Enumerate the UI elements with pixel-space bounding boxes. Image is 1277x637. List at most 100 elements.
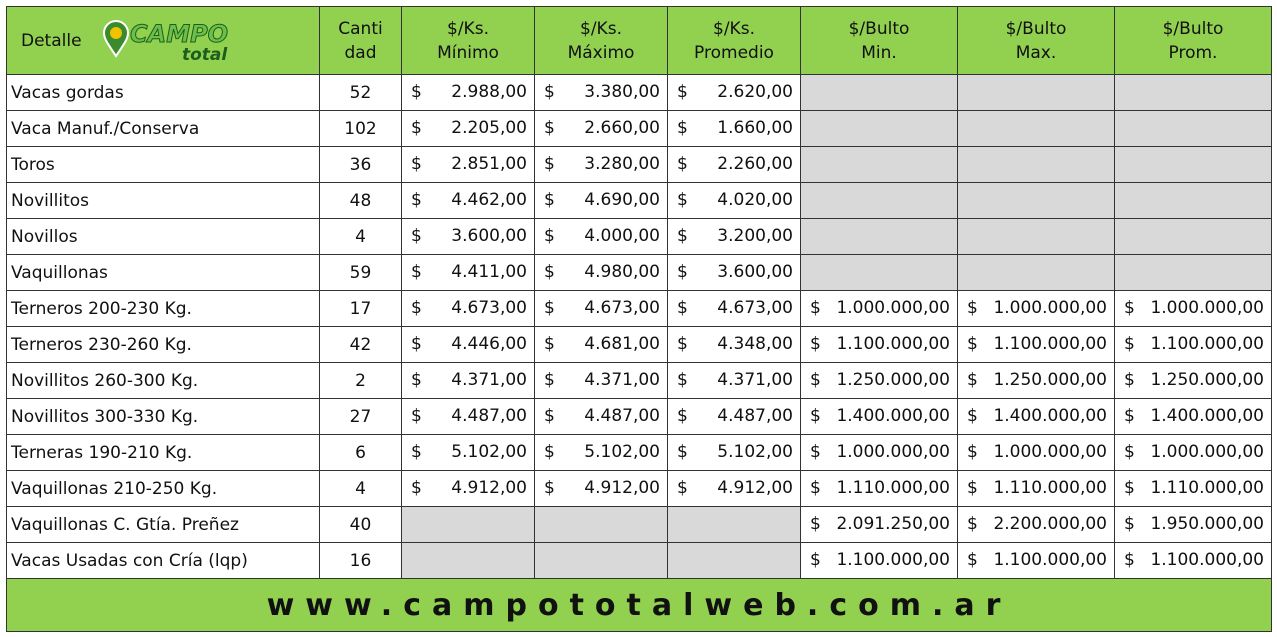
currency: $	[411, 118, 422, 138]
price-value: 4.487,00	[584, 406, 660, 426]
price-cell: $1.110.000,00	[957, 470, 1115, 507]
price-value: 1.100.000,00	[993, 334, 1107, 354]
price-value: 1.400.000,00	[1150, 406, 1264, 426]
row-label: Novillos	[6, 218, 320, 255]
price-value: 1.250.000,00	[993, 370, 1107, 390]
price-cell: $2.988,00	[401, 74, 535, 111]
price-value: 4.673,00	[451, 298, 527, 318]
price-cell: $1.400.000,00	[957, 398, 1115, 435]
price-cell: $4.912,00	[401, 470, 535, 507]
currency: $	[810, 334, 821, 354]
table-row: Vacas gordas 52 $2.988,00 $3.380,00 $2.620,0…	[6, 74, 1272, 111]
price-cell: $4.462,00	[401, 182, 535, 219]
price-cell: $2.200.000,00	[957, 506, 1115, 543]
price-cell: $1.400.000,00	[800, 398, 958, 435]
price-value: 1.400.000,00	[993, 406, 1107, 426]
price-cell: $4.446,00	[401, 326, 535, 363]
row-label: Novillitos 260-300 Kg.	[6, 362, 320, 399]
price-cell: $4.673,00	[401, 290, 535, 327]
price-value: 1.000.000,00	[1150, 298, 1264, 318]
column-header: $/Ks. Mínimo	[401, 6, 535, 75]
empty-cell	[957, 182, 1115, 219]
currency: $	[677, 298, 688, 318]
price-value: 1.100.000,00	[1150, 334, 1264, 354]
price-value: 1.110.000,00	[836, 478, 950, 498]
price-cell: $4.000,00	[534, 218, 668, 255]
price-cell: $4.681,00	[534, 326, 668, 363]
currency: $	[544, 190, 555, 210]
price-value: 2.851,00	[451, 154, 527, 174]
price-cell: $3.280,00	[534, 146, 668, 183]
empty-cell	[800, 74, 958, 111]
currency: $	[810, 298, 821, 318]
price-cell: $1.110.000,00	[1114, 470, 1272, 507]
price-cell: $1.000.000,00	[800, 290, 958, 327]
price-value: 4.912,00	[584, 478, 660, 498]
currency: $	[967, 334, 978, 354]
price-value: 1.100.000,00	[836, 334, 950, 354]
empty-cell	[534, 542, 668, 579]
price-value: 4.690,00	[584, 190, 660, 210]
price-cell: $4.673,00	[534, 290, 668, 327]
price-cell: $1.000.000,00	[1114, 434, 1272, 471]
price-cell: $3.200,00	[667, 218, 801, 255]
price-value: 1.110.000,00	[993, 478, 1107, 498]
price-cell: $4.487,00	[534, 398, 668, 435]
price-value: 4.371,00	[717, 370, 793, 390]
price-cell: $1.100.000,00	[800, 542, 958, 579]
table-row: Vaquillonas 59 $4.411,00 $4.980,00 $3.600,00	[6, 254, 1272, 291]
currency: $	[544, 442, 555, 462]
row-label: Vaquillonas 210-250 Kg.	[6, 470, 320, 507]
price-cell: $4.690,00	[534, 182, 668, 219]
price-value: 4.673,00	[584, 298, 660, 318]
price-value: 2.205,00	[451, 118, 527, 138]
price-cell: $2.260,00	[667, 146, 801, 183]
column-header-line: Mínimo	[437, 42, 499, 63]
price-cell: $4.487,00	[401, 398, 535, 435]
price-cell: $3.600,00	[401, 218, 535, 255]
price-cell: $4.912,00	[667, 470, 801, 507]
table-row: Novillitos 260-300 Kg. 2 $4.371,00 $4.371,0…	[6, 362, 1272, 399]
price-value: 4.487,00	[717, 406, 793, 426]
price-value: 4.411,00	[451, 262, 527, 282]
price-value: 4.000,00	[584, 226, 660, 246]
price-value: 4.020,00	[717, 190, 793, 210]
table-row: Terneros 200-230 Kg. 17 $4.673,00 $4.673,00…	[6, 290, 1272, 327]
currency: $	[411, 442, 422, 462]
price-cell: $1.100.000,00	[1114, 326, 1272, 363]
price-cell: $1.250.000,00	[957, 362, 1115, 399]
price-value: 4.681,00	[584, 334, 660, 354]
currency: $	[967, 550, 978, 570]
price-value: 3.200,00	[717, 226, 793, 246]
price-value: 5.102,00	[717, 442, 793, 462]
price-value: 1.250.000,00	[1150, 370, 1264, 390]
price-cell: $1.110.000,00	[800, 470, 958, 507]
currency: $	[810, 406, 821, 426]
currency: $	[1124, 406, 1135, 426]
price-cell: $1.250.000,00	[1114, 362, 1272, 399]
price-cell: $1.400.000,00	[1114, 398, 1272, 435]
price-value: 3.600,00	[451, 226, 527, 246]
price-cell: $5.102,00	[534, 434, 668, 471]
row-label: Toros	[6, 146, 320, 183]
price-value: 1.950.000,00	[1150, 514, 1264, 534]
price-cell: $4.371,00	[534, 362, 668, 399]
currency: $	[1124, 478, 1135, 498]
empty-cell	[957, 218, 1115, 255]
price-value: 1.400.000,00	[836, 406, 950, 426]
price-value: 1.250.000,00	[836, 370, 950, 390]
currency: $	[544, 82, 555, 102]
row-label: Vacas gordas	[6, 74, 320, 111]
price-table: Detalle CAMPO total Canti dad $/Ks. Mínimo $…	[6, 6, 1272, 632]
quantity: 36	[319, 146, 402, 183]
price-cell: $1.000.000,00	[957, 434, 1115, 471]
price-value: 4.348,00	[717, 334, 793, 354]
empty-cell	[800, 254, 958, 291]
price-cell: $4.020,00	[667, 182, 801, 219]
currency: $	[544, 226, 555, 246]
price-value: 4.673,00	[717, 298, 793, 318]
price-value: 2.660,00	[584, 118, 660, 138]
price-value: 2.988,00	[451, 82, 527, 102]
price-value: 4.462,00	[451, 190, 527, 210]
row-label: Vacas Usadas con Cría (lqp)	[6, 542, 320, 579]
